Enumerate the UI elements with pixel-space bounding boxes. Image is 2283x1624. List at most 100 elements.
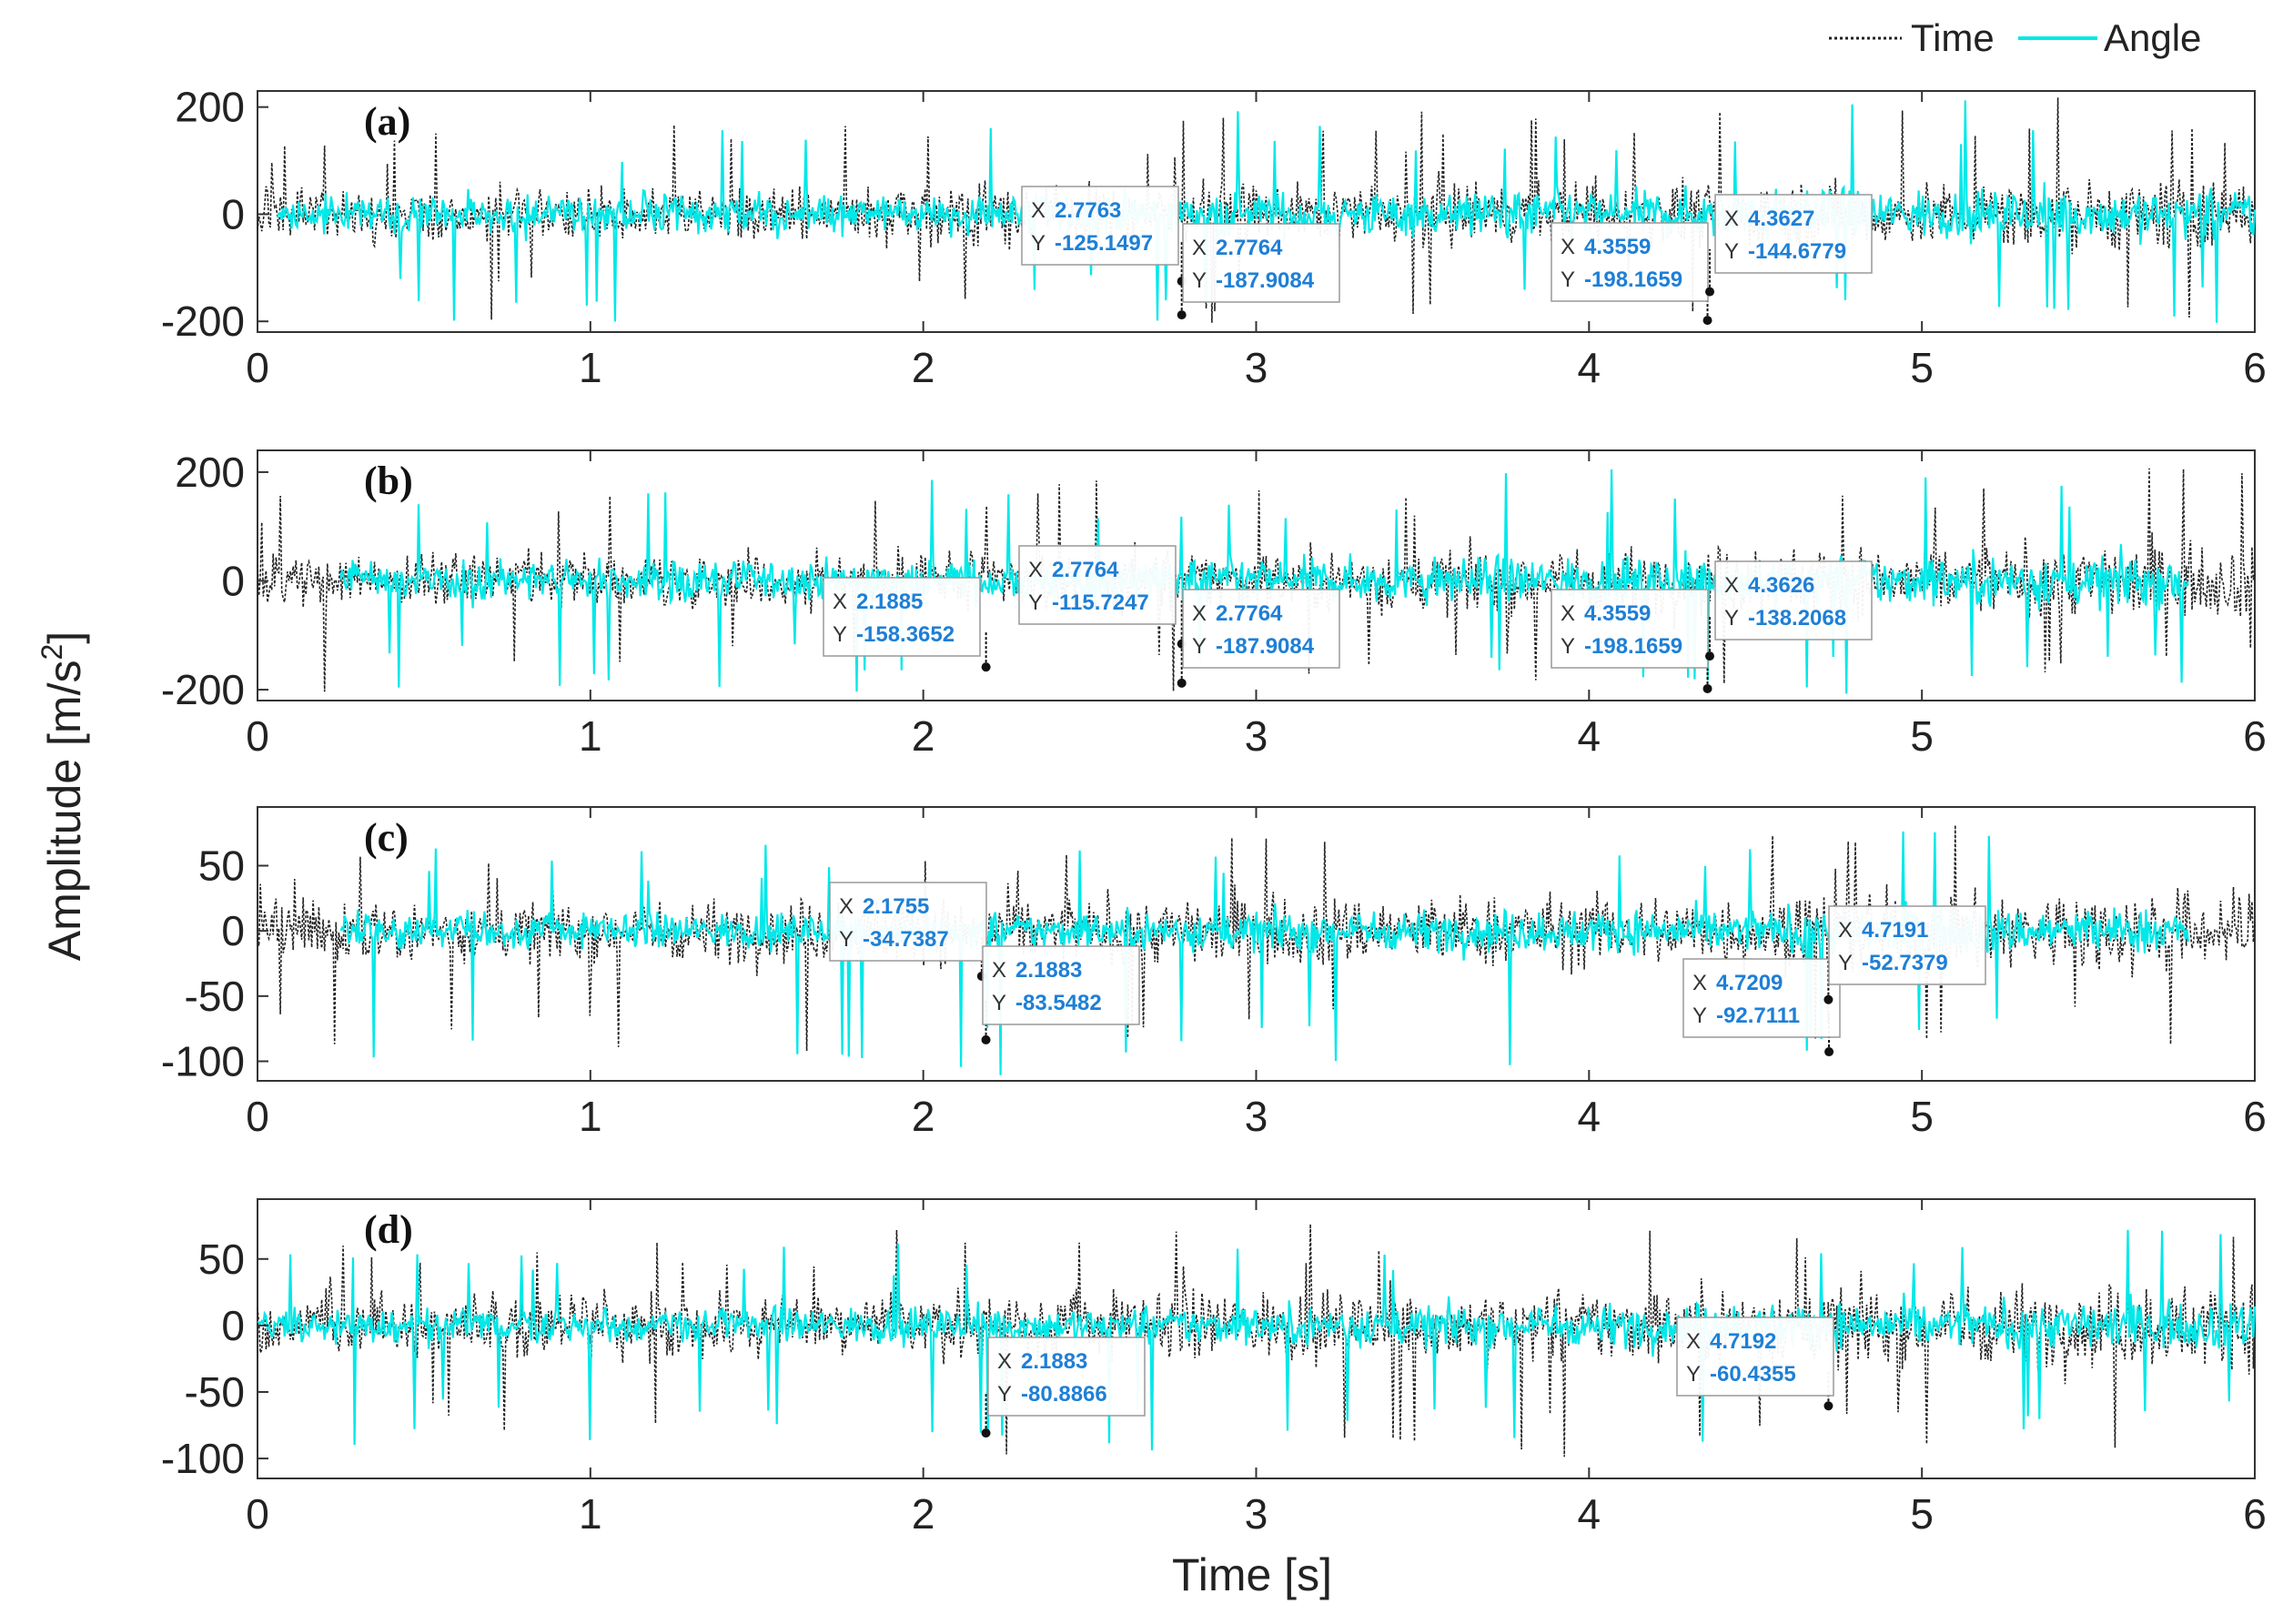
datatip[interactable]: X 4.7192 Y -60.4355	[1676, 1316, 1834, 1411]
datatip-marker[interactable]	[1702, 683, 1712, 693]
datatip-marker[interactable]	[1823, 1401, 1833, 1411]
datatip-box	[1551, 589, 1709, 669]
datatip-marker[interactable]	[1824, 1047, 1834, 1057]
x-tick-label: 5	[1910, 712, 1934, 760]
y-tick-label: 50	[198, 1236, 245, 1283]
datatip-marker[interactable]	[981, 662, 991, 672]
datatip[interactable]: X 2.7763 Y -125.1497	[1021, 186, 1187, 287]
x-tick-label: 2	[912, 1093, 935, 1140]
datatip-y-value: -115.7247	[1052, 590, 1149, 615]
datatip-box	[1551, 222, 1709, 302]
datatip-x-value: 2.7764	[1216, 601, 1283, 626]
datatip-y-label: Y	[839, 927, 854, 952]
series-angle-line	[276, 100, 2257, 323]
datatip-x-label: X	[1838, 918, 1853, 943]
datatip-box	[1676, 1316, 1834, 1397]
datatip-marker[interactable]	[1823, 994, 1833, 1004]
y-tick-label: 0	[221, 190, 245, 237]
datatip[interactable]: X 2.1755 Y -34.7387	[829, 882, 987, 981]
datatip-x-label: X	[1561, 235, 1575, 259]
datatip-marker[interactable]	[1704, 651, 1714, 661]
datatip-y-label: Y	[1192, 268, 1207, 293]
datatip-x-value: 2.7764	[1052, 558, 1119, 582]
datatip-x-label: X	[1686, 1329, 1701, 1354]
datatip-box	[823, 577, 981, 657]
datatip-x-value: 4.3559	[1584, 601, 1651, 626]
datatip-x-value: 2.7763	[1055, 198, 1121, 223]
x-tick-label: 2	[912, 1490, 935, 1538]
datatip-x-value: 2.7764	[1216, 236, 1283, 260]
x-tick-label: 0	[246, 712, 269, 760]
datatip-marker[interactable]	[1177, 678, 1187, 688]
datatip-box	[1714, 560, 1873, 641]
datatip-x-value: 2.1883	[1015, 958, 1082, 983]
series-angle-line	[339, 469, 2189, 694]
x-tick-label: 3	[1245, 344, 1268, 391]
datatip[interactable]: X 2.7764 Y -187.9084	[1177, 589, 1340, 688]
y-tick-label: -50	[185, 1368, 245, 1416]
x-tick-label: 2	[912, 712, 935, 760]
datatip-box	[1714, 194, 1873, 274]
x-tick-label: 3	[1245, 712, 1268, 760]
datatip-box	[829, 882, 987, 962]
datatip-y-value: -198.1659	[1584, 634, 1682, 659]
datatip-marker[interactable]	[1702, 316, 1712, 326]
datatip-x-label: X	[1692, 971, 1707, 995]
x-tick-label: 0	[246, 1490, 269, 1538]
datatip-box	[1018, 545, 1177, 625]
datatip-box	[1021, 186, 1179, 266]
datatip-x-value: 4.7209	[1716, 971, 1783, 995]
datatip-y-value: -144.6779	[1748, 239, 1846, 264]
x-tick-label: 0	[246, 344, 269, 391]
datatip-marker[interactable]	[1705, 287, 1715, 297]
panel-label: (d)	[364, 1207, 413, 1252]
x-tick-label: 6	[2243, 712, 2267, 760]
x-tick-label: 1	[579, 712, 602, 760]
panel-label: (b)	[364, 459, 413, 503]
x-tick-label: 1	[579, 1093, 602, 1140]
datatip-y-value: -52.7379	[1862, 951, 1948, 975]
datatip[interactable]: X 4.3559 Y -198.1659	[1551, 222, 1712, 326]
datatip-marker[interactable]	[981, 1034, 991, 1044]
datatip[interactable]: X 4.7209 Y -92.7111	[1682, 958, 1841, 1057]
datatip-y-label: Y	[1686, 1362, 1701, 1387]
x-tick-label: 1	[579, 1490, 602, 1538]
y-tick-label: -100	[161, 1435, 245, 1482]
datatip[interactable]: X 4.3559 Y -198.1659	[1551, 589, 1712, 693]
datatip[interactable]: X 2.7764 Y -115.7247	[1018, 545, 1187, 649]
datatip-x-label: X	[839, 894, 854, 919]
datatip-box	[1828, 905, 1986, 985]
datatip-marker[interactable]	[1177, 310, 1187, 320]
datatip-y-label: Y	[992, 991, 1006, 1015]
y-tick-label: -100	[161, 1038, 245, 1085]
datatip-y-value: -187.9084	[1216, 634, 1315, 659]
x-tick-label: 6	[2243, 344, 2267, 391]
datatip[interactable]: X 4.3627 Y -144.6779	[1705, 194, 1873, 297]
x-tick-label: 4	[1578, 344, 1601, 391]
datatip-y-label: Y	[1724, 606, 1739, 630]
x-axis-label: Time [s]	[1172, 1549, 1332, 1600]
datatip-x-label: X	[1561, 601, 1575, 626]
datatip[interactable]: X 2.7764 Y -187.9084	[1177, 223, 1340, 320]
datatip-x-value: 4.3559	[1584, 235, 1651, 259]
datatip-y-label: Y	[1692, 1004, 1707, 1028]
datatip[interactable]: X 2.1883 Y -83.5482	[981, 945, 1140, 1044]
datatip-y-value: -198.1659	[1584, 267, 1682, 292]
datatip-y-value: -158.3652	[856, 622, 955, 647]
datatip-box	[982, 945, 1140, 1025]
datatip[interactable]: X 2.1883 Y -80.8866	[981, 1337, 1146, 1438]
x-tick-label: 4	[1578, 1093, 1601, 1140]
datatip-y-label: Y	[833, 622, 847, 647]
panel-label: (a)	[364, 99, 410, 144]
y-tick-label: 200	[175, 84, 245, 131]
datatip-y-label: Y	[1028, 590, 1043, 615]
datatip-x-label: X	[1724, 207, 1739, 231]
panel-c: 0 1 2 3 4 5 6 50 0 -50 -100 (c) X 2.1755 Y -34.7387 X 2.1…	[161, 806, 2267, 1140]
datatip[interactable]: X 4.3626 Y -138.2068	[1704, 560, 1873, 661]
datatip[interactable]: X 2.1885 Y -158.3652	[823, 577, 991, 672]
datatip[interactable]: X 4.7191 Y -52.7379	[1823, 905, 1986, 1004]
y-tick-label: 0	[221, 557, 245, 604]
datatip-marker[interactable]	[981, 1428, 991, 1438]
datatip-y-value: -92.7111	[1716, 1004, 1800, 1028]
